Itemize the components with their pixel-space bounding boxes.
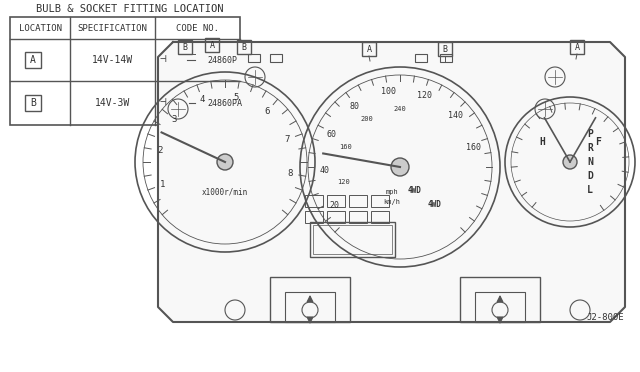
Text: R: R — [587, 143, 593, 153]
Bar — [371, 211, 389, 223]
Text: A: A — [575, 42, 579, 51]
Text: B: B — [442, 45, 447, 54]
Bar — [313, 225, 392, 254]
Text: P: P — [587, 129, 593, 139]
Text: 1: 1 — [160, 180, 166, 189]
Bar — [327, 211, 345, 223]
Bar — [371, 195, 389, 207]
Text: 100: 100 — [381, 87, 396, 96]
Text: x1000r/min: x1000r/min — [202, 187, 248, 196]
Bar — [415, 54, 427, 62]
Text: 160: 160 — [466, 143, 481, 152]
Text: A: A — [367, 45, 371, 54]
Text: 8: 8 — [287, 169, 292, 178]
Bar — [270, 277, 350, 322]
Text: ⊣: ⊣ — [159, 54, 166, 64]
Bar — [285, 292, 335, 322]
Bar — [169, 56, 187, 64]
Text: 4WD: 4WD — [428, 199, 442, 208]
Text: 120: 120 — [338, 179, 350, 185]
Bar — [310, 222, 395, 257]
Text: B: B — [182, 42, 188, 51]
Text: N: N — [587, 157, 593, 167]
Text: 2: 2 — [157, 146, 163, 155]
Bar — [305, 195, 323, 207]
Bar — [10, 17, 240, 125]
Circle shape — [217, 154, 233, 170]
Bar — [205, 38, 219, 52]
Bar — [362, 42, 376, 56]
Text: F: F — [595, 137, 601, 147]
Bar — [25, 52, 41, 68]
Text: L: L — [587, 185, 593, 195]
Text: 120: 120 — [417, 91, 432, 100]
Circle shape — [391, 158, 409, 176]
Text: km/h: km/h — [383, 199, 401, 205]
Bar — [349, 195, 367, 207]
Text: CODE NO.: CODE NO. — [176, 23, 219, 32]
Text: 4WD: 4WD — [408, 186, 422, 195]
Text: BULB & SOCKET FITTING LOCATION: BULB & SOCKET FITTING LOCATION — [36, 4, 224, 14]
Text: 60: 60 — [326, 130, 336, 140]
Text: J2-800E: J2-800E — [586, 312, 624, 321]
Bar — [460, 277, 540, 322]
Text: 3: 3 — [172, 115, 177, 124]
Text: 140: 140 — [448, 110, 463, 120]
Text: 40: 40 — [319, 167, 329, 176]
Bar — [248, 54, 260, 62]
Text: 24860PA: 24860PA — [207, 99, 242, 108]
Bar — [169, 98, 189, 108]
Text: 80: 80 — [349, 102, 359, 111]
Text: 200: 200 — [360, 116, 373, 122]
Bar — [570, 40, 584, 54]
Text: 24860P: 24860P — [207, 55, 237, 64]
Text: A: A — [30, 55, 36, 65]
Text: B: B — [241, 42, 246, 51]
Bar — [440, 54, 452, 62]
Circle shape — [563, 155, 577, 169]
Text: 240: 240 — [394, 106, 406, 112]
Text: 6: 6 — [265, 107, 270, 116]
Text: 4: 4 — [200, 96, 205, 105]
Text: 7: 7 — [284, 135, 290, 144]
Text: 160: 160 — [339, 144, 352, 150]
Text: D: D — [587, 171, 593, 181]
Bar — [237, 40, 251, 54]
Bar — [475, 292, 525, 322]
Text: LOCATION: LOCATION — [19, 23, 61, 32]
Polygon shape — [158, 42, 625, 322]
Bar — [25, 95, 41, 111]
Bar — [349, 211, 367, 223]
Text: mph: mph — [386, 189, 398, 195]
Bar — [438, 42, 452, 56]
Text: A: A — [209, 41, 214, 49]
Bar — [178, 40, 192, 54]
Text: H: H — [539, 137, 545, 147]
Bar — [305, 211, 323, 223]
Bar — [195, 55, 207, 65]
Bar — [270, 54, 282, 62]
Text: 14V-3W: 14V-3W — [95, 98, 130, 108]
Text: 5: 5 — [234, 93, 239, 102]
Text: B: B — [30, 98, 36, 108]
Text: SPECIFICATION: SPECIFICATION — [77, 23, 147, 32]
Text: 20: 20 — [329, 201, 339, 209]
Bar — [195, 98, 207, 108]
Text: ⊣: ⊣ — [159, 97, 166, 107]
Bar — [327, 195, 345, 207]
Text: 14V-14W: 14V-14W — [92, 55, 133, 65]
